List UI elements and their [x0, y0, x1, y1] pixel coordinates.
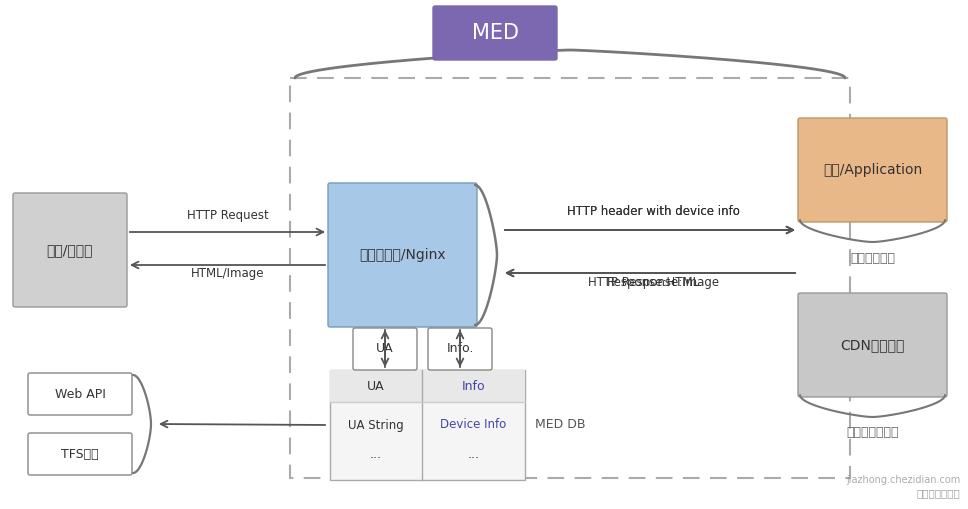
Text: UA String: UA String: [348, 418, 404, 432]
Bar: [290, 78, 850, 478]
FancyBboxPatch shape: [428, 328, 492, 370]
FancyBboxPatch shape: [433, 6, 557, 60]
FancyBboxPatch shape: [328, 183, 477, 327]
Text: HTTP header with device info: HTTP header with device info: [567, 205, 740, 218]
Text: Info.: Info.: [446, 343, 473, 355]
Text: HTTP header with device info: HTTP header with device info: [567, 205, 740, 218]
Text: Response:HTML: Response:HTML: [607, 276, 700, 289]
FancyBboxPatch shape: [798, 118, 947, 222]
Text: jiazhong.chezidian.com: jiazhong.chezidian.com: [846, 475, 960, 485]
Bar: [330, 370, 525, 480]
FancyBboxPatch shape: [28, 433, 132, 475]
Text: MED DB: MED DB: [535, 418, 586, 432]
Text: 设备/浏览器: 设备/浏览器: [46, 243, 93, 257]
Text: 捕字典｜数星网: 捕字典｜数星网: [917, 488, 960, 498]
Bar: [330, 370, 525, 402]
Text: UA: UA: [377, 343, 394, 355]
FancyBboxPatch shape: [798, 293, 947, 397]
Text: HTTP Request: HTTP Request: [187, 209, 268, 222]
Text: HTML/Image: HTML/Image: [191, 267, 264, 280]
Text: 应用/Application: 应用/Application: [823, 163, 923, 177]
Text: ...: ...: [370, 448, 381, 462]
Text: MED: MED: [471, 23, 519, 43]
Text: Device Info: Device Info: [440, 418, 506, 432]
Text: Web API: Web API: [54, 387, 106, 401]
Text: TFS接口: TFS接口: [61, 447, 99, 461]
FancyBboxPatch shape: [353, 328, 417, 370]
FancyBboxPatch shape: [13, 193, 127, 307]
Text: HTTP Response:Image: HTTP Response:Image: [588, 276, 719, 289]
Text: UA: UA: [367, 380, 384, 392]
Text: 前端服务器/Nginx: 前端服务器/Nginx: [359, 248, 446, 262]
Text: 适配终端的图片: 适配终端的图片: [846, 427, 898, 439]
Text: CDN图片服务: CDN图片服务: [840, 338, 905, 352]
Text: ...: ...: [468, 448, 479, 462]
Text: Info: Info: [462, 380, 485, 392]
FancyBboxPatch shape: [28, 373, 132, 415]
Text: 跨终端的页面: 跨终端的页面: [850, 251, 895, 265]
